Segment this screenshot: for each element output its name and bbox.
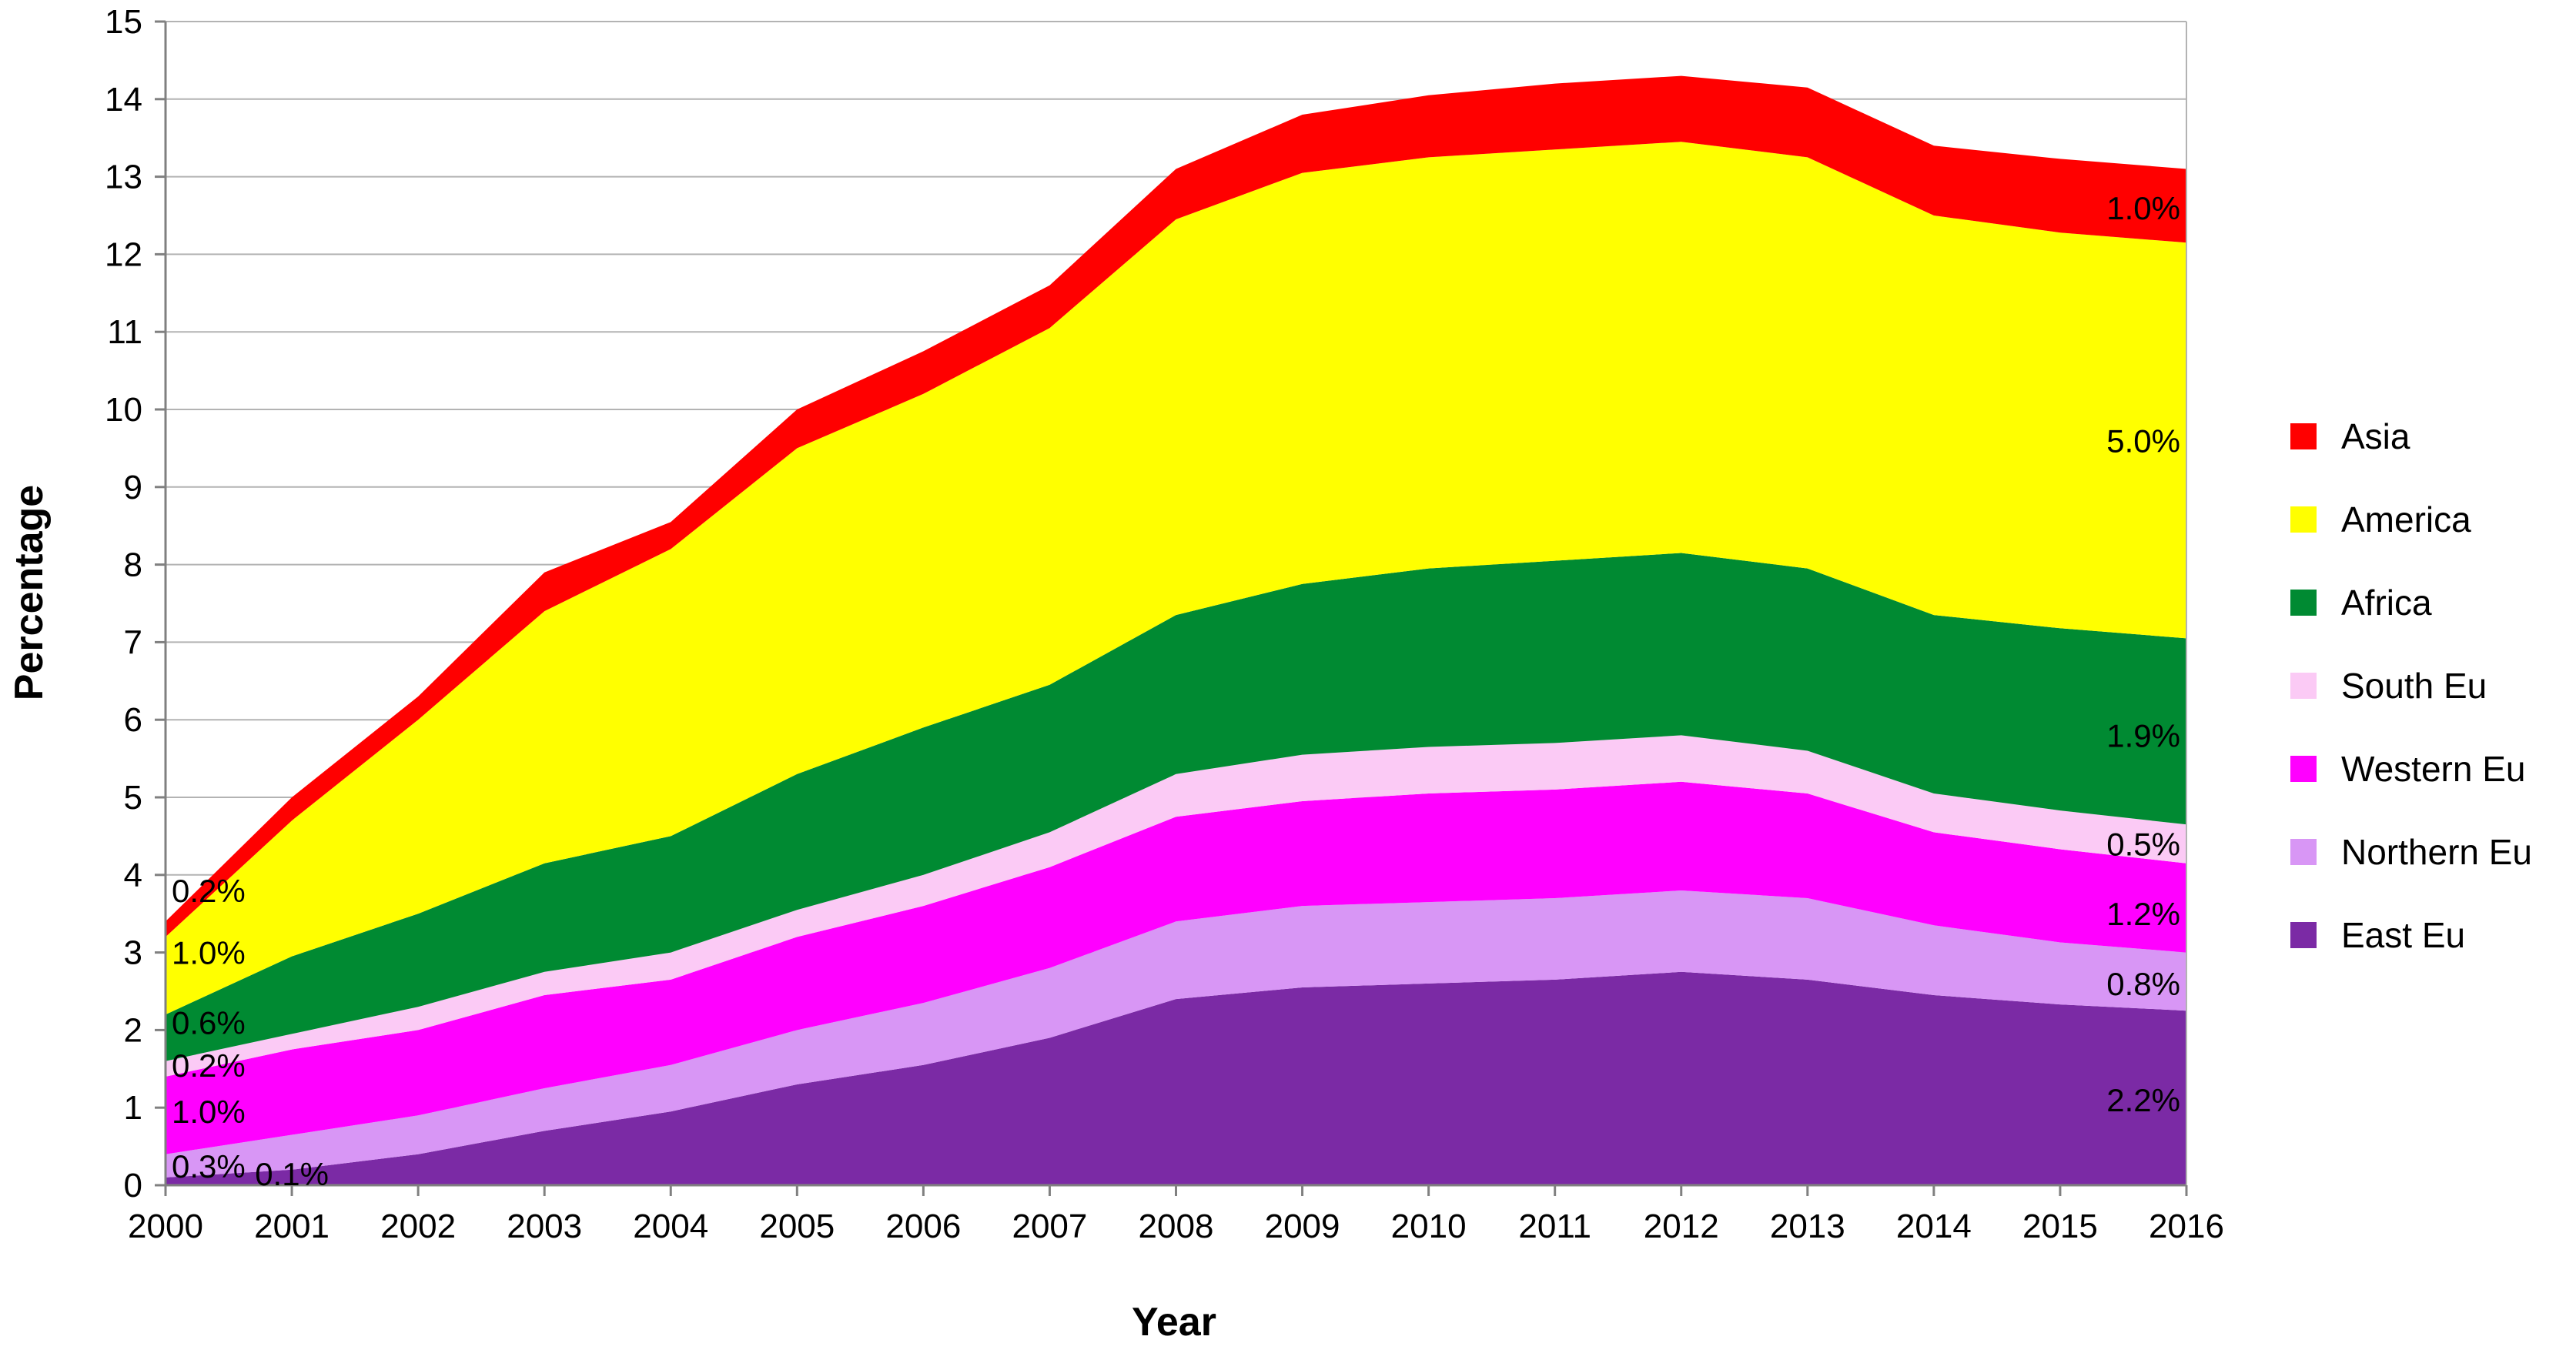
data-label: 0.3%	[172, 1148, 246, 1184]
legend-swatch-western-eu	[2290, 756, 2317, 782]
y-tick-label-0: 0	[124, 1167, 142, 1204]
x-tick-label-2005: 2005	[759, 1208, 835, 1245]
legend: Asia America Africa South Eu Western Eu North…	[2290, 416, 2532, 955]
legend-label-america: America	[2341, 499, 2471, 540]
data-label: 1.0%	[172, 935, 246, 971]
data-label: 1.9%	[2106, 717, 2180, 753]
legend-swatch-africa	[2290, 590, 2317, 616]
x-tick-label-2015: 2015	[2022, 1208, 2098, 1245]
area-america	[166, 142, 2186, 1015]
legend-label-asia: Asia	[2341, 416, 2410, 456]
data-label: 0.2%	[172, 873, 246, 909]
y-tick-label-5: 5	[124, 779, 142, 817]
y-tick-label-2: 2	[124, 1011, 142, 1049]
x-tick-label-2001: 2001	[254, 1208, 330, 1245]
data-label: 0.6%	[172, 1004, 246, 1041]
y-tick-label-1: 1	[124, 1089, 142, 1127]
y-axis-title: Percentage	[7, 485, 52, 700]
data-label: 0.5%	[2106, 826, 2180, 862]
y-tick-label-13: 13	[105, 159, 142, 196]
x-tick-label-2013: 2013	[1770, 1208, 1845, 1245]
legend-label-western-eu: Western Eu	[2341, 749, 2525, 789]
area-series	[166, 75, 2186, 1185]
legend-swatch-america	[2290, 506, 2317, 533]
y-tick-label-6: 6	[124, 701, 142, 739]
area-south-eu	[166, 735, 2186, 1077]
area-asia	[166, 75, 2186, 937]
x-tick-label-2004: 2004	[633, 1208, 708, 1245]
data-label: 0.8%	[2106, 966, 2180, 1002]
legend-swatch-south-eu	[2290, 673, 2317, 699]
legend-swatch-asia	[2290, 423, 2317, 449]
y-tick-label-8: 8	[124, 546, 142, 584]
area-east-eu	[166, 971, 2186, 1185]
x-tick-label-2008: 2008	[1139, 1208, 1214, 1245]
y-tick-label-15: 15	[105, 3, 142, 41]
x-tick-label-2014: 2014	[1896, 1208, 1972, 1245]
x-tick-label-2006: 2006	[885, 1208, 961, 1245]
x-tick-label-2003: 2003	[507, 1208, 582, 1245]
legend-label-east-eu: East Eu	[2341, 915, 2465, 955]
y-tick-label-14: 14	[105, 81, 142, 119]
y-tick-label-4: 4	[124, 857, 142, 894]
data-label: 1.0%	[172, 1094, 246, 1130]
area-western-eu	[166, 781, 2186, 1154]
data-label: 0.1%	[255, 1156, 329, 1192]
y-tick-label-9: 9	[124, 469, 142, 506]
x-tick-label-2009: 2009	[1265, 1208, 1340, 1245]
data-label: 5.0%	[2106, 423, 2180, 459]
x-tick-label-2002: 2002	[380, 1208, 456, 1245]
x-tick-label-2011: 2011	[1518, 1208, 1591, 1245]
y-tick-label-7: 7	[124, 623, 142, 661]
legend-label-africa: Africa	[2341, 583, 2432, 623]
y-tick-label-10: 10	[105, 391, 142, 429]
x-tick-label-2012: 2012	[1644, 1208, 1719, 1245]
x-axis-title: Year	[1132, 1300, 1216, 1345]
legend-label-northern-eu: Northern Eu	[2341, 832, 2532, 872]
area-africa	[166, 553, 2186, 1061]
legend-swatch-northern-eu	[2290, 839, 2317, 865]
axes	[155, 20, 2188, 1196]
y-tick-label-3: 3	[124, 934, 142, 972]
legend-label-south-eu: South Eu	[2341, 666, 2487, 706]
x-tick-label-2010: 2010	[1391, 1208, 1467, 1245]
x-tick-label-2007: 2007	[1012, 1208, 1087, 1245]
area-northern-eu	[166, 890, 2186, 1178]
x-tick-label-2000: 2000	[128, 1208, 203, 1245]
data-label: 1.0%	[2106, 190, 2180, 226]
y-tick-label-11: 11	[107, 313, 142, 351]
data-label: 2.2%	[2106, 1082, 2180, 1118]
data-label: 1.2%	[2106, 896, 2180, 932]
x-tick-labels: 2000 2001 2002 2003 2004 2005 2006 2007 2008 2009…	[128, 1208, 2224, 1245]
x-tick-label-2016: 2016	[2149, 1208, 2224, 1245]
legend-swatch-east-eu	[2290, 922, 2317, 948]
y-tick-label-12: 12	[105, 236, 142, 273]
data-label: 0.2%	[172, 1047, 246, 1084]
data-labels: 0.2%1.0%0.6%0.2%1.0%0.3% 0.1%1.0%5.0%1.9%…	[172, 190, 2180, 1192]
